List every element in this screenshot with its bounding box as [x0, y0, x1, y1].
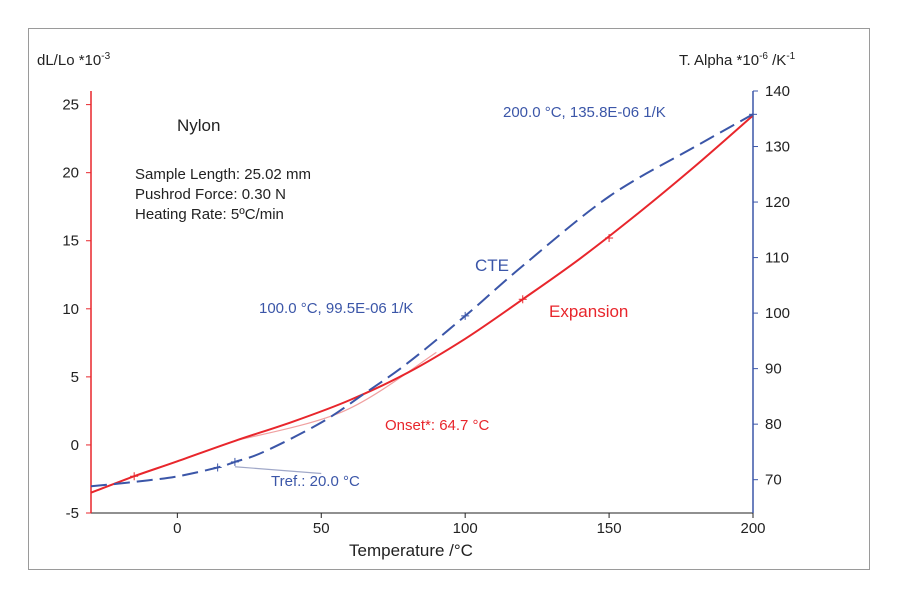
data-marker: [749, 110, 757, 119]
right-tick-label: 120: [765, 194, 790, 211]
data-marker: [130, 472, 139, 481]
annotation-point-100: 100.0 °C, 99.5E-06 1/K: [259, 300, 413, 317]
right-tick-label: 80: [765, 416, 782, 433]
right-tick-label: 130: [765, 139, 790, 156]
info-heating-rate: Heating Rate: 5ºC/min: [135, 206, 284, 223]
left-tick-label: 20: [62, 165, 79, 182]
x-tick-label: 0: [173, 520, 181, 537]
expansion-series-label: Expansion: [549, 302, 628, 321]
left-tick-label: -5: [66, 505, 79, 522]
right-tick-label: 100: [765, 305, 790, 322]
x-axis-label: Temperature /°C: [349, 541, 473, 560]
x-tick-label: 150: [597, 520, 622, 537]
cte-series-label: CTE: [475, 256, 509, 275]
right-tick-label: 110: [765, 250, 789, 267]
data-marker: [518, 295, 527, 304]
left-tick-label: 15: [62, 233, 79, 250]
left-axis-label: dL/Lo *10-3: [37, 51, 111, 69]
right-axis-label: T. Alpha *10-6 /K-1: [679, 51, 796, 69]
right-tick-label: 70: [765, 472, 782, 489]
right-tick-label: 90: [765, 361, 782, 378]
left-tick-label: 10: [62, 301, 79, 318]
annotation-point-200: 200.0 °C, 135.8E-06 1/K: [503, 104, 666, 121]
chart-title: Nylon: [177, 116, 220, 135]
data-marker: [230, 457, 239, 466]
data-marker: [213, 463, 222, 472]
data-marker: [461, 311, 470, 320]
onset-tangent-line: [234, 351, 437, 442]
right-tick-label: 140: [765, 83, 790, 100]
data-marker: [605, 234, 614, 243]
info-pushrod-force: Pushrod Force: 0.30 N: [135, 186, 286, 203]
left-tick-label: 25: [62, 97, 79, 114]
chart-svg: dL/Lo *10-3 T. Alpha *10-6 /K-1 0 50 100 15…: [37, 51, 796, 560]
info-sample-length: Sample Length: 25.02 mm: [135, 166, 311, 183]
cte-series-line: [90, 113, 754, 488]
x-tick-label: 100: [453, 520, 478, 537]
x-tick-label: 200: [740, 520, 765, 537]
tref-line: [234, 466, 322, 475]
chart-frame: dL/Lo *10-3 T. Alpha *10-6 /K-1 0 50 100 15…: [28, 28, 870, 570]
annotation-onset: Onset*: 64.7 °C: [385, 417, 490, 434]
annotation-tref: Tref.: 20.0 °C: [271, 473, 360, 490]
x-tick-label: 50: [313, 520, 330, 537]
left-tick-label: 5: [71, 369, 79, 386]
left-tick-label: 0: [71, 437, 79, 454]
expansion-series-line: [90, 114, 754, 494]
